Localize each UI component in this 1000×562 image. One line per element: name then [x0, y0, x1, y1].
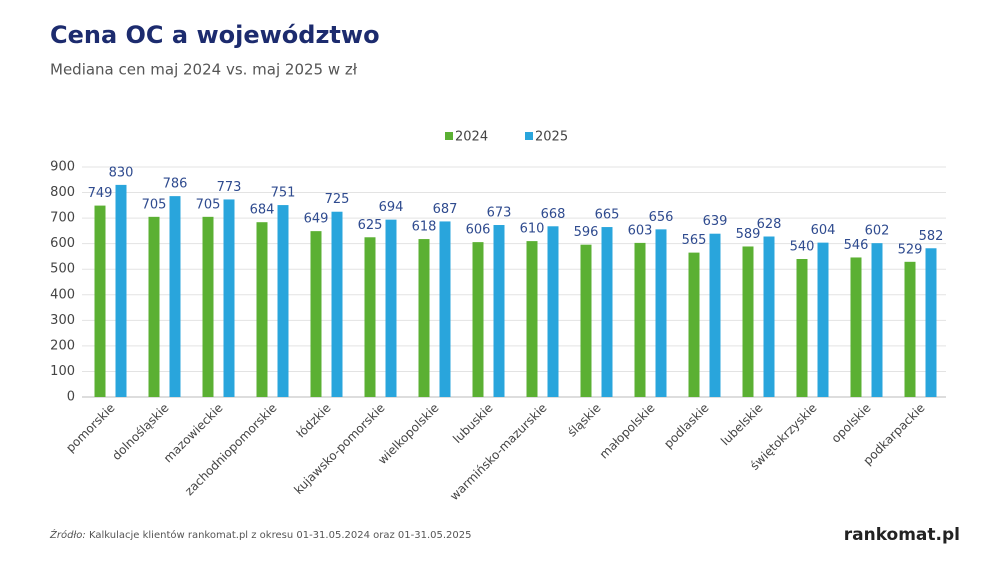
value-label: 668: [541, 207, 566, 222]
bar: [202, 216, 214, 397]
bar: [547, 226, 559, 397]
bar: [688, 252, 700, 397]
legend-label: 2025: [535, 130, 568, 145]
x-tick-label: zachodniopomorskie: [182, 401, 280, 499]
bar: [385, 219, 397, 397]
bar: [331, 211, 343, 397]
value-label: 830: [109, 165, 134, 180]
value-label: 687: [433, 202, 458, 217]
value-label: 705: [142, 197, 167, 212]
source: Źródło: Kalkulacje klientów rankomat.pl …: [49, 528, 472, 541]
source-label: Źródło:: [49, 528, 86, 541]
value-label: 618: [412, 220, 437, 235]
y-tick-label: 0: [67, 390, 75, 405]
bar: [223, 199, 235, 397]
bar: [439, 221, 451, 397]
bar: [580, 244, 592, 397]
bar: [169, 196, 181, 397]
bar: [871, 243, 883, 397]
bar: [94, 205, 106, 397]
bar: [148, 216, 160, 397]
x-tick-label: podlaskie: [661, 401, 711, 451]
bar: [418, 239, 430, 397]
x-tick-label: śląskie: [565, 401, 604, 440]
x-tick-label: lubuskie: [450, 401, 495, 446]
value-label: 582: [919, 229, 944, 244]
chart-title: Cena OC a województwo: [50, 21, 380, 49]
bar: [817, 242, 829, 397]
y-tick-label: 400: [50, 287, 75, 302]
logo: rankomat.pl: [844, 525, 960, 545]
y-tick-label: 900: [50, 160, 75, 175]
y-tick-label: 800: [50, 185, 75, 200]
value-label: 589: [736, 227, 761, 242]
bar: [850, 257, 862, 397]
x-tick-label: łódzkie: [294, 401, 334, 441]
value-label: 749: [88, 186, 113, 201]
bar: [655, 229, 667, 397]
bar: [925, 248, 937, 397]
x-tick-label: małopolskie: [597, 401, 658, 462]
value-label: 604: [811, 223, 836, 238]
value-label: 639: [703, 214, 728, 229]
value-label: 602: [865, 224, 890, 239]
value-label: 610: [520, 222, 545, 237]
y-tick-label: 600: [50, 236, 75, 251]
value-label: 628: [757, 217, 782, 232]
bar: [796, 259, 808, 397]
value-label: 751: [271, 186, 296, 201]
y-tick-label: 700: [50, 211, 75, 226]
value-label: 694: [379, 200, 404, 215]
y-tick-label: 300: [50, 313, 75, 328]
bar: [115, 184, 127, 397]
value-label: 529: [898, 242, 923, 257]
bar: [904, 261, 916, 397]
legend-swatch: [525, 132, 533, 140]
value-label: 540: [790, 240, 815, 255]
bar: [493, 225, 505, 397]
bar: [634, 242, 646, 397]
source-text: Kalkulacje klientów rankomat.pl z okresu…: [89, 529, 472, 541]
legend-label: 2024: [455, 130, 488, 145]
chart-subtitle: Mediana cen maj 2024 vs. maj 2025 w zł: [50, 61, 358, 79]
y-tick-label: 500: [50, 262, 75, 277]
value-label: 606: [466, 223, 491, 238]
value-label: 656: [649, 210, 674, 225]
bar: [709, 233, 721, 397]
x-tick-label: kujawsko-pomorskie: [291, 401, 387, 497]
value-label: 684: [250, 203, 275, 218]
value-label: 673: [487, 206, 512, 221]
value-label: 665: [595, 208, 620, 223]
value-label: 649: [304, 212, 329, 227]
value-label: 773: [217, 180, 242, 195]
bar: [472, 242, 484, 397]
x-tick-label: opolskie: [829, 401, 874, 446]
value-label: 565: [682, 233, 707, 248]
x-tick-label: warmińsko-mazurskie: [447, 401, 550, 504]
value-label: 725: [325, 192, 350, 207]
bar: [310, 231, 322, 397]
value-label: 603: [628, 223, 653, 238]
x-tick-label: lubelskie: [718, 401, 766, 449]
bar: [277, 205, 289, 397]
bar: [256, 222, 268, 397]
x-tick-label: pomorskie: [63, 401, 117, 455]
bar: [364, 237, 376, 397]
value-label: 625: [358, 218, 383, 233]
bar: [601, 227, 613, 397]
value-label: 705: [196, 197, 221, 212]
legend-swatch: [445, 132, 453, 140]
value-label: 596: [574, 225, 599, 240]
y-tick-label: 200: [50, 338, 75, 353]
value-label: 786: [163, 177, 188, 192]
bar: [526, 241, 538, 397]
value-label: 546: [844, 238, 869, 253]
bar: [742, 246, 754, 397]
y-tick-label: 100: [50, 364, 75, 379]
bar: [763, 236, 775, 397]
